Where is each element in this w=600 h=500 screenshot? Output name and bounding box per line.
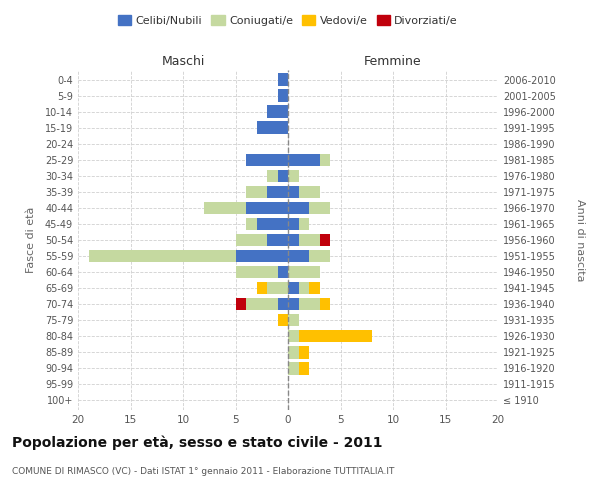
- Bar: [320, 154, 330, 166]
- Bar: [246, 298, 277, 310]
- Text: Femmine: Femmine: [364, 54, 422, 68]
- Bar: [288, 362, 299, 374]
- Bar: [320, 234, 330, 246]
- Bar: [246, 154, 288, 166]
- Bar: [288, 330, 299, 342]
- Bar: [88, 250, 235, 262]
- Bar: [320, 298, 330, 310]
- Bar: [309, 282, 320, 294]
- Bar: [277, 314, 288, 326]
- Bar: [299, 282, 309, 294]
- Bar: [299, 234, 320, 246]
- Bar: [277, 74, 288, 86]
- Text: Popolazione per età, sesso e stato civile - 2011: Popolazione per età, sesso e stato civil…: [12, 435, 383, 450]
- Y-axis label: Anni di nascita: Anni di nascita: [575, 198, 585, 281]
- Bar: [246, 202, 288, 214]
- Bar: [257, 122, 288, 134]
- Bar: [235, 266, 277, 278]
- Bar: [288, 266, 320, 278]
- Bar: [288, 298, 299, 310]
- Bar: [299, 298, 320, 310]
- Bar: [267, 234, 288, 246]
- Bar: [299, 362, 309, 374]
- Bar: [288, 234, 299, 246]
- Bar: [288, 218, 299, 230]
- Bar: [235, 298, 246, 310]
- Bar: [299, 346, 309, 358]
- Bar: [257, 218, 288, 230]
- Bar: [235, 234, 267, 246]
- Bar: [288, 186, 299, 198]
- Bar: [288, 202, 309, 214]
- Bar: [299, 186, 320, 198]
- Bar: [246, 218, 257, 230]
- Bar: [288, 154, 320, 166]
- Bar: [299, 218, 309, 230]
- Bar: [267, 186, 288, 198]
- Bar: [277, 170, 288, 182]
- Bar: [277, 90, 288, 102]
- Text: Maschi: Maschi: [161, 54, 205, 68]
- Bar: [288, 346, 299, 358]
- Bar: [288, 170, 299, 182]
- Bar: [288, 314, 299, 326]
- Bar: [267, 170, 277, 182]
- Text: COMUNE DI RIMASCO (VC) - Dati ISTAT 1° gennaio 2011 - Elaborazione TUTTITALIA.IT: COMUNE DI RIMASCO (VC) - Dati ISTAT 1° g…: [12, 468, 394, 476]
- Y-axis label: Fasce di età: Fasce di età: [26, 207, 37, 273]
- Bar: [246, 186, 267, 198]
- Bar: [267, 106, 288, 118]
- Bar: [288, 250, 309, 262]
- Bar: [204, 202, 246, 214]
- Bar: [309, 250, 330, 262]
- Legend: Celibi/Nubili, Coniugati/e, Vedovi/e, Divorziati/e: Celibi/Nubili, Coniugati/e, Vedovi/e, Di…: [113, 10, 463, 30]
- Bar: [299, 330, 372, 342]
- Bar: [235, 250, 288, 262]
- Bar: [309, 202, 330, 214]
- Bar: [277, 298, 288, 310]
- Bar: [257, 282, 267, 294]
- Bar: [277, 266, 288, 278]
- Bar: [288, 282, 299, 294]
- Bar: [267, 282, 288, 294]
